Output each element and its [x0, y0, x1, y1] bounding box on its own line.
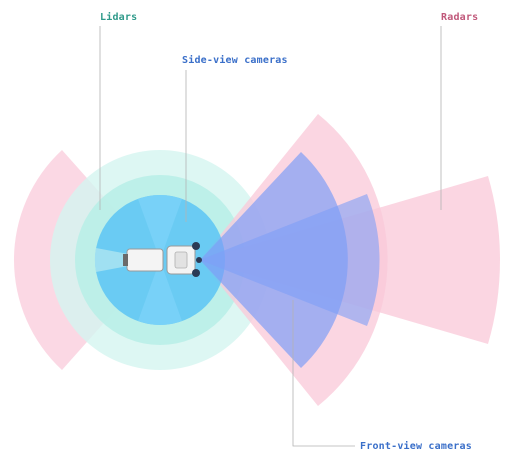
vehicle-front-sensor-center	[196, 257, 202, 263]
side-view-cameras-label: Side-view cameras	[182, 55, 288, 66]
radars-label: Radars	[441, 12, 479, 23]
vehicle-front-sensor-top	[192, 242, 200, 250]
front-view-cameras-leader-line	[292, 300, 355, 447]
front-view-cameras-label: Front-view cameras	[360, 441, 472, 452]
side-view-camera-sector-top	[138, 195, 182, 260]
front-view-camera-narrow-zone	[200, 194, 380, 326]
lidars-label: Lidars	[100, 12, 138, 23]
side-view-camera-sector-bottom	[138, 260, 182, 325]
vehicle-cab-window	[174, 251, 188, 269]
vehicle-trailer	[126, 248, 164, 272]
vehicle-icon	[123, 242, 202, 277]
vehicle-front-sensor-bottom	[192, 269, 200, 277]
vehicle-trailer-hitch	[123, 254, 128, 266]
